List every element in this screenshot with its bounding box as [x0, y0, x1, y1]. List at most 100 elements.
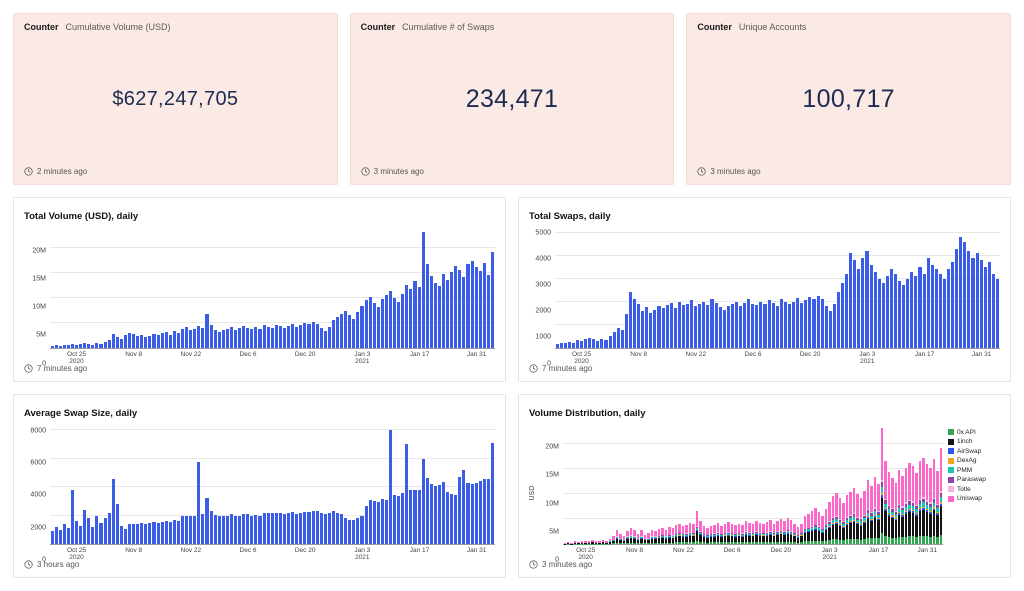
bar-segment	[925, 504, 929, 509]
chart-card-average-swap-size[interactable]: Average Swap Size, daily 0 2000 4000 6000 80…	[13, 393, 506, 578]
bar-segment	[800, 534, 803, 536]
bar	[340, 513, 344, 544]
bar	[136, 523, 140, 544]
bar-segment	[814, 540, 817, 544]
bar	[176, 520, 180, 544]
bar	[254, 327, 258, 348]
bar-segment	[821, 541, 824, 544]
bar	[229, 514, 234, 544]
bar-segment	[856, 522, 859, 524]
chart-card-volume-distribution[interactable]: Volume Distribution, daily USD 0 5M 10M 15M…	[518, 393, 1011, 578]
bar-segment	[856, 539, 859, 544]
bar-segment	[654, 530, 657, 537]
bar-segment	[891, 515, 894, 517]
bar-segment	[755, 532, 758, 534]
bar	[323, 330, 327, 348]
counter-title: Cumulative Volume (USD)	[65, 22, 171, 32]
bar	[429, 483, 433, 544]
chart-card-total-swaps[interactable]: Total Swaps, daily 0 1000 2000 3000 4000 5000…	[518, 197, 1011, 382]
y-tick-label: 5000	[535, 229, 551, 237]
bar-segment	[741, 536, 744, 543]
bar-segment	[887, 506, 891, 510]
stacked-bar	[793, 425, 796, 544]
bars-group	[50, 228, 495, 348]
bar-segment	[936, 511, 939, 514]
bar-segment	[577, 542, 580, 544]
bar-segment	[751, 536, 755, 543]
stacked-bar	[898, 425, 901, 544]
bar-segment	[688, 535, 692, 543]
bar-segment	[633, 530, 636, 537]
bar-segment	[824, 508, 828, 525]
bar	[213, 329, 217, 348]
bar-segment	[880, 492, 884, 496]
bar-segment	[647, 539, 650, 544]
bar	[368, 500, 372, 544]
bar-segment	[807, 528, 810, 530]
bar	[119, 526, 123, 544]
bar-segment	[884, 498, 887, 501]
bar-segment	[716, 542, 720, 544]
clock-icon	[529, 560, 538, 569]
counter-card-cumulative-swaps[interactable]: Counter Cumulative # of Swaps 234,471 3 m…	[349, 13, 675, 185]
bar-segment	[898, 513, 901, 515]
bar-segment	[838, 526, 842, 540]
bar	[608, 335, 612, 348]
stacked-bar	[908, 425, 911, 544]
stacked-bar	[744, 425, 748, 544]
bar	[303, 322, 307, 348]
bar-segment	[664, 530, 668, 537]
bar-segment	[570, 542, 573, 544]
bar-segment	[713, 542, 716, 544]
bar-segment	[842, 527, 845, 541]
bar	[274, 512, 278, 544]
bar-segment	[622, 543, 626, 544]
bar-segment	[786, 530, 789, 532]
bar-segment	[922, 502, 925, 507]
bar-segment	[894, 483, 897, 512]
bar	[103, 341, 107, 348]
bar	[702, 301, 706, 348]
bar	[217, 331, 221, 348]
bar-segment	[849, 516, 852, 519]
bar-segment	[842, 540, 845, 544]
bar	[967, 250, 971, 348]
bar-segment	[751, 534, 755, 536]
bar-segment	[706, 527, 709, 535]
bar-segment	[605, 542, 608, 544]
bar	[637, 303, 641, 348]
bar	[421, 231, 425, 348]
chart-card-total-volume[interactable]: Total Volume (USD), daily 0 5M 10M 15M 20M O…	[13, 197, 506, 382]
bar	[877, 278, 881, 348]
bar-segment	[863, 520, 866, 522]
x-tick-label: Dec 6	[723, 547, 741, 554]
bar	[136, 336, 140, 348]
bar	[311, 511, 315, 544]
bar-segment	[918, 460, 922, 499]
bar	[132, 523, 136, 544]
bar	[340, 313, 344, 348]
counter-card-unique-accounts[interactable]: Counter Unique Accounts 100,717 3 minutes…	[686, 13, 1011, 185]
stacked-bar	[650, 425, 654, 544]
bar-segment	[685, 536, 688, 543]
bar-segment	[675, 525, 678, 534]
y-tick-label: 0	[42, 556, 46, 564]
bar-segment	[821, 515, 824, 529]
bar-segment	[898, 514, 901, 537]
counter-footer: 3 minutes ago	[697, 167, 1000, 176]
stacked-bar	[657, 425, 661, 544]
legend-item: Uniswap	[948, 495, 1000, 502]
bar	[225, 328, 229, 348]
legend-label: DexAg	[957, 457, 977, 464]
bar-segment	[877, 512, 880, 515]
stacked-bar	[734, 425, 737, 544]
bar	[307, 512, 311, 544]
counter-card-cumulative-volume[interactable]: Counter Cumulative Volume (USD) $627,247,…	[13, 13, 338, 185]
bar-segment	[911, 501, 915, 503]
bar-segment	[688, 542, 692, 544]
bar-segment	[922, 508, 925, 510]
stacked-bar	[741, 425, 744, 544]
bar	[262, 512, 266, 544]
bar-segment	[831, 524, 835, 540]
stacked-bar	[915, 425, 918, 544]
